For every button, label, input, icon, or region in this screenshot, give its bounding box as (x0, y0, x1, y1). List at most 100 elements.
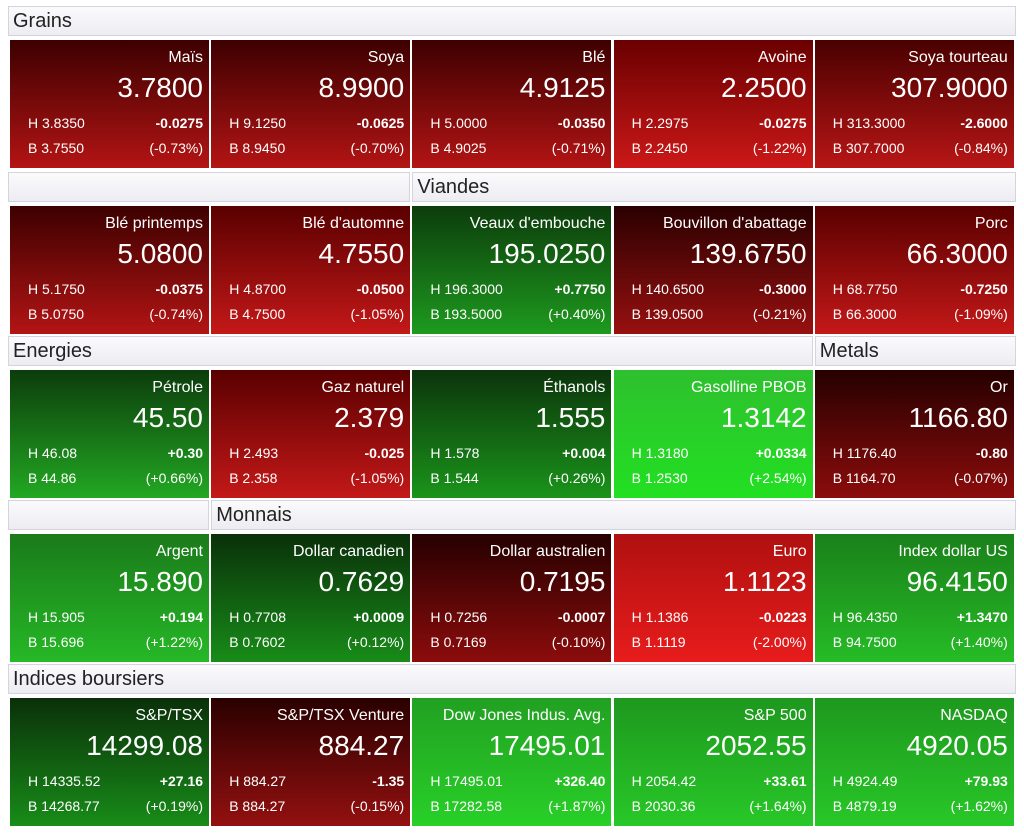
section-header: Energies (8, 336, 813, 366)
section-header: Grains (8, 6, 1016, 36)
quote-high: H 1.3180 (631, 445, 689, 461)
quote-change: +0.0009 (353, 609, 405, 625)
quote-percent: (-0.15%) (350, 798, 405, 814)
quote-tile: Dow Jones Indus. Avg. 17495.01 H 17495.01 B… (412, 698, 612, 826)
quote-change: -0.0500 (356, 281, 405, 297)
quote-percent: (+0.40%) (548, 306, 606, 322)
quote-change: +33.61 (763, 773, 807, 789)
quote-high: H 1.578 (430, 445, 480, 461)
quote-percent: (+0.26%) (548, 470, 606, 486)
quote-low: B 0.7169 (430, 634, 487, 650)
quote-percent: (-1.05%) (350, 470, 405, 486)
quote-name: Euro (772, 543, 807, 560)
quote-high: H 5.1750 (28, 281, 85, 297)
quote-tile: Euro 1.1123 H 1.1386 B 1.1119 -0.0223 (-2.00%… (613, 534, 813, 662)
quote-low: B 4879.19 (832, 798, 897, 814)
section-header (8, 500, 210, 530)
quote-high: H 1176.40 (832, 445, 897, 461)
quote-tile: Or 1166.80 H 1176.40 B 1164.70 -0.80 (-0.07%) (814, 370, 1014, 498)
quote-tile: NASDAQ 4920.05 H 4924.49 B 4879.19 +79.93 (+1… (814, 698, 1014, 826)
quote-change: -2.6000 (960, 115, 1008, 131)
quote-high: H 0.7256 (430, 609, 488, 625)
quote-percent: (+0.19%) (145, 798, 203, 814)
quote-name: Blé printemps (105, 215, 203, 232)
quote-name: Bouvillon d'abattage (662, 215, 807, 232)
quote-percent: (+1.87%) (548, 798, 606, 814)
quote-change: -0.0223 (759, 609, 807, 625)
quote-high: H 96.4350 (832, 609, 898, 625)
quote-tile: Bouvillon d'abattage 139.6750 H 140.6500 B … (613, 206, 813, 334)
quote-low: B 66.3000 (832, 306, 897, 322)
quote-last: 96.4150 (906, 566, 1008, 597)
quote-percent: (+1.22%) (145, 634, 203, 650)
quote-percent: (-1.05%) (350, 306, 405, 322)
quote-last: 884.27 (318, 730, 405, 761)
quote-last: 15.890 (117, 566, 203, 597)
quote-percent: (+1.62%) (950, 798, 1008, 814)
quote-change: +0.30 (167, 445, 203, 461)
quote-low: B 4.9025 (430, 140, 487, 156)
quote-name: Porc (974, 215, 1008, 232)
quote-last: 139.6750 (689, 238, 807, 269)
quote-change: +0.7750 (554, 281, 606, 297)
quote-name: Pétrole (152, 379, 203, 396)
quote-percent: (-0.71%) (551, 140, 606, 156)
quote-low: B 17282.58 (430, 798, 503, 814)
quote-tile: Veaux d'embouche 195.0250 H 196.3000 B 193.… (412, 206, 612, 334)
quote-tile: Soya 8.9900 H 9.1250 B 8.9450 -0.0625 (-0.70%… (211, 40, 411, 168)
quote-last: 1166.80 (908, 402, 1008, 433)
quote-tile: Blé printemps 5.0800 H 5.1750 B 5.0750 -0.03… (10, 206, 209, 334)
quote-tile: Porc 66.3000 H 68.7750 B 66.3000 -0.7250 (-1.… (814, 206, 1014, 334)
quote-low: B 4.7500 (229, 306, 286, 322)
quote-low: B 1164.70 (832, 470, 896, 486)
quote-name: Avoine (757, 49, 807, 66)
quote-high: H 140.6500 (631, 281, 704, 297)
quote-name: Veaux d'embouche (469, 215, 606, 232)
quote-name: S&P/TSX Venture (277, 707, 405, 724)
quote-tile: Éthanols 1.555 H 1.578 B 1.544 +0.004 (+0.26%… (412, 370, 612, 498)
quote-low: B 2.2450 (631, 140, 688, 156)
quote-low: B 94.7500 (832, 634, 897, 650)
quote-percent: (-2.00%) (752, 634, 807, 650)
quote-high: H 4924.49 (832, 773, 898, 789)
quote-low: B 193.5000 (430, 306, 503, 322)
quote-tile: Index dollar US 96.4150 H 96.4350 B 94.7500… (814, 534, 1014, 662)
quote-tile: Argent 15.890 H 15.905 B 15.696 +0.194 (+1.22… (10, 534, 209, 662)
section-header: Metals (814, 336, 1016, 366)
quote-high: H 46.08 (28, 445, 78, 461)
quote-percent: (-0.07%) (954, 470, 1008, 486)
quote-high: H 884.27 (229, 773, 287, 789)
section-header: Indices boursiers (8, 664, 1016, 694)
quote-change: +0.194 (159, 609, 203, 625)
section-header: Monnais (211, 500, 1016, 530)
quote-low: B 0.7602 (229, 634, 286, 650)
quote-last: 3.7800 (117, 72, 203, 103)
quote-last: 0.7195 (519, 566, 606, 597)
quote-change: +0.004 (562, 445, 606, 461)
quote-tile: Dollar australien 0.7195 H 0.7256 B 0.7169 -… (412, 534, 612, 662)
quote-percent: (-1.22%) (752, 140, 807, 156)
quote-tile: Pétrole 45.50 H 46.08 B 44.86 +0.30 (+0.66%) (10, 370, 209, 498)
quote-percent: (-0.21%) (752, 306, 807, 322)
quote-high: H 4.8700 (229, 281, 287, 297)
quote-low: B 5.0750 (28, 306, 85, 322)
quote-low: B 1.544 (430, 470, 479, 486)
quote-high: H 3.8350 (28, 115, 85, 131)
quote-percent: (-0.10%) (551, 634, 606, 650)
quote-change: -1.35 (372, 773, 405, 789)
quote-low: B 2030.36 (631, 798, 696, 814)
quote-tile: Dollar canadien 0.7629 H 0.7708 B 0.7602 +0.… (211, 534, 411, 662)
quote-high: H 2.493 (229, 445, 279, 461)
quote-change: -0.0275 (759, 115, 807, 131)
quote-percent: (+0.66%) (145, 470, 203, 486)
quote-name: Dollar australien (489, 543, 606, 560)
quote-change: +79.93 (964, 773, 1008, 789)
quote-percent: (-0.70%) (350, 140, 405, 156)
quote-high: H 17495.01 (430, 773, 503, 789)
section-header: Viandes (412, 172, 1016, 202)
quote-name: Argent (155, 543, 203, 560)
quote-tile: S&P 500 2052.55 H 2054.42 B 2030.36 +33.61 (+… (613, 698, 813, 826)
quote-change: +0.0334 (755, 445, 807, 461)
quote-name: Dow Jones Indus. Avg. (442, 707, 606, 724)
quote-name: S&P 500 (743, 707, 807, 724)
